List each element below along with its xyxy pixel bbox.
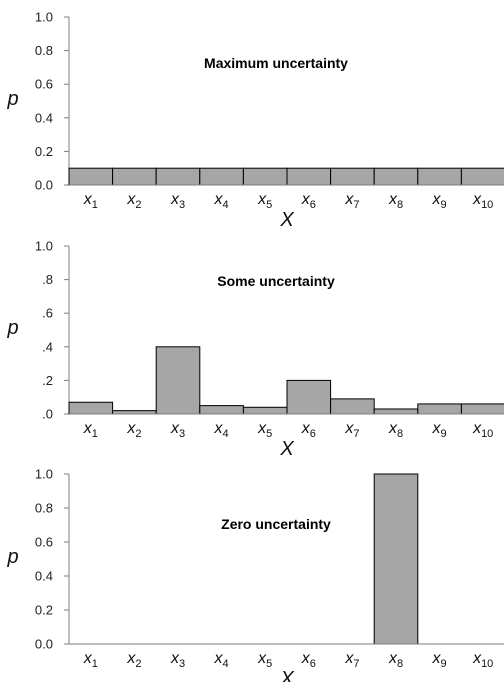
y-tick-label: 0.8	[35, 501, 53, 516]
y-tick-label: .4	[42, 339, 53, 354]
x-axis-label: X	[279, 438, 294, 460]
x-category-label: x5	[257, 650, 272, 670]
chart-svg: 0.0 0.2 0.4 0.6 0.8 1.0 x1 x2 x3 x4 x5 x6 x7 x8 x9 x10 X…	[6, 467, 504, 682]
chart-title: Zero uncertainty	[221, 516, 331, 532]
bar-x9	[417, 167, 462, 186]
x-axis-label: X	[279, 209, 294, 231]
y-tick-label: .2	[42, 373, 53, 388]
y-axis-label: p	[6, 317, 18, 339]
bar-x5	[242, 406, 288, 415]
y-tick-label: 0.4	[35, 569, 53, 584]
x-axis-label: X	[279, 668, 294, 682]
y-tick-label: 0.6	[35, 77, 53, 92]
chart-title: Some uncertainty	[217, 273, 335, 289]
y-tick-label: 0.6	[35, 535, 53, 550]
x-category-label: x2	[126, 420, 141, 440]
chart-title: Maximum uncertainty	[204, 55, 348, 71]
x-category-label: x6	[301, 191, 316, 211]
bar-x8	[373, 408, 419, 415]
x-category-label: x8	[388, 650, 403, 670]
y-tick-label: 0.0	[35, 178, 53, 193]
bar-x4	[199, 167, 244, 186]
bar-x10	[460, 403, 504, 415]
chart-svg: .0 .2 .4 .6 .8 1.0 x1 x2 x3 x4 x5 x6 x7 x8 x9 x10 Xp Some…	[6, 239, 504, 460]
y-axis-label: p	[6, 546, 18, 568]
x-category-label: x5	[257, 420, 272, 440]
x-category-label: x1	[83, 420, 98, 440]
bar-x4	[199, 405, 244, 415]
x-category-label: x10	[472, 650, 493, 670]
y-tick-label: 1.0	[35, 10, 53, 25]
x-category-label: x1	[83, 650, 98, 670]
bar-x3	[155, 346, 201, 415]
bar-x5	[242, 167, 288, 186]
bar-x7	[330, 167, 375, 186]
x-category-label: x4	[214, 650, 229, 670]
x-category-label: x2	[126, 650, 141, 670]
bar-x6	[286, 379, 332, 415]
bar-x10	[460, 167, 504, 186]
y-tick-label: 0.4	[35, 110, 53, 125]
x-category-label: x3	[170, 420, 185, 440]
y-tick-label: 1.0	[35, 239, 53, 254]
x-category-label: x6	[301, 650, 316, 670]
x-category-label: x9	[432, 191, 447, 211]
y-tick-label: 1.0	[35, 467, 53, 482]
bar-x2	[112, 410, 157, 415]
chart-zero-uncertainty: 0.0 0.2 0.4 0.6 0.8 1.0 x1 x2 x3 x4 x5 x6 x7 x8 x9 x10 X…	[0, 460, 504, 682]
x-category-label: x4	[214, 191, 229, 211]
y-tick-label: 0.0	[35, 637, 53, 652]
x-category-label: x8	[388, 420, 403, 440]
chart-svg: 0.0 0.2 0.4 0.6 0.8 1.0 x1 x2 x3 x4 x5 x6 x7 x8 x9 x10 X…	[6, 10, 504, 231]
bar-x9	[417, 403, 462, 415]
bar-x3	[155, 167, 201, 186]
x-category-label: x4	[214, 420, 229, 440]
x-category-label: x10	[472, 420, 493, 440]
chart-maximum-uncertainty: 0.0 0.2 0.4 0.6 0.8 1.0 x1 x2 x3 x4 x5 x6 x7 x8 x9 x10 X…	[0, 0, 504, 232]
x-category-label: x9	[432, 420, 447, 440]
x-category-label: x7	[344, 191, 359, 211]
x-category-label: x6	[301, 420, 316, 440]
bar-x8	[373, 473, 419, 645]
y-tick-label: 0.8	[35, 43, 53, 58]
x-category-label: x3	[170, 191, 185, 211]
y-tick-label: .0	[42, 407, 53, 422]
y-tick-label: 0.2	[35, 603, 53, 618]
y-tick-label: .8	[42, 272, 53, 287]
x-category-label: x3	[170, 650, 185, 670]
x-category-label: x8	[388, 191, 403, 211]
y-tick-label: .6	[42, 306, 53, 321]
bar-x6	[286, 167, 332, 186]
x-category-label: x1	[83, 191, 98, 211]
bar-x1	[68, 167, 114, 186]
x-category-label: x9	[432, 650, 447, 670]
y-axis-label: p	[6, 88, 18, 110]
x-category-label: x10	[472, 191, 493, 211]
bar-x8	[373, 167, 419, 186]
y-tick-label: 0.2	[35, 144, 53, 159]
x-category-label: x5	[257, 191, 272, 211]
x-category-label: x7	[344, 420, 359, 440]
x-category-label: x2	[126, 191, 141, 211]
x-category-label: x7	[344, 650, 359, 670]
bar-x2	[112, 167, 157, 186]
bar-x1	[68, 401, 114, 415]
bar-x7	[330, 398, 375, 415]
